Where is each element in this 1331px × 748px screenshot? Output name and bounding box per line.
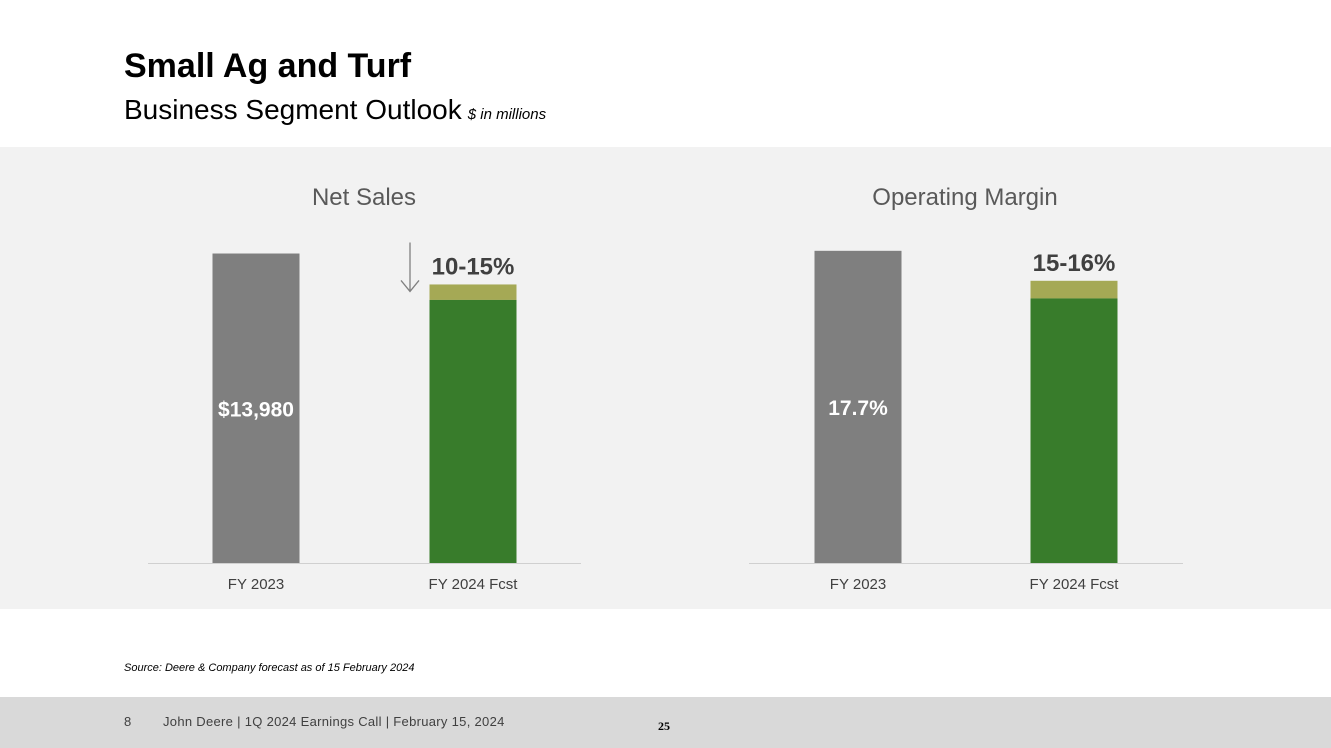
category-label-2-1: FY 2023 [830, 576, 886, 593]
subtitle-text: Business Segment Outlook [124, 94, 462, 125]
slide-title: Small Ag and Turf [124, 47, 412, 85]
slide-subtitle: Business Segment Outlook $ in millions [124, 92, 546, 133]
category-label-1-2: FY 2024 Fcst [429, 576, 519, 593]
bar-forecast-1 [429, 299, 517, 563]
charts-svg: Net Sales $13,980 FY 2023 10-15% FY 2024 Fcs… [148, 184, 1183, 593]
bar-forecast-2 [1030, 298, 1118, 563]
category-label-1-1: FY 2023 [228, 576, 284, 593]
bar-value-label-1: $13,980 [218, 398, 294, 421]
forecast-range-segment-1 [429, 284, 517, 300]
bar-value-label-2: 17.7% [828, 397, 888, 420]
forecast-label-1: 10-15% [432, 253, 515, 280]
forecast-label-2: 15-16% [1033, 250, 1116, 277]
bar-actual-1 [212, 253, 300, 563]
chart-title-1: Net Sales [312, 184, 416, 211]
bar-actual-2 [814, 250, 902, 564]
category-label-2-2: FY 2024 Fcst [1030, 576, 1120, 593]
units-note: $ in millions [467, 106, 547, 123]
chart-panel: Net Sales $13,980 FY 2023 10-15% FY 2024 Fcs… [0, 147, 1331, 609]
footer-text: John Deere | 1Q 2024 Earnings Call | Feb… [163, 714, 505, 729]
chart-title-2: Operating Margin [872, 184, 1057, 211]
down-arrow-icon [400, 242, 420, 293]
footer-page-number: 8 [124, 714, 132, 729]
forecast-range-segment-2 [1030, 280, 1118, 299]
footer-bar: 8 John Deere | 1Q 2024 Earnings Call | F… [0, 697, 1331, 748]
slide-number: 25 [658, 719, 670, 733]
source-note: Source: Deere & Company forecast as of 1… [124, 662, 415, 674]
